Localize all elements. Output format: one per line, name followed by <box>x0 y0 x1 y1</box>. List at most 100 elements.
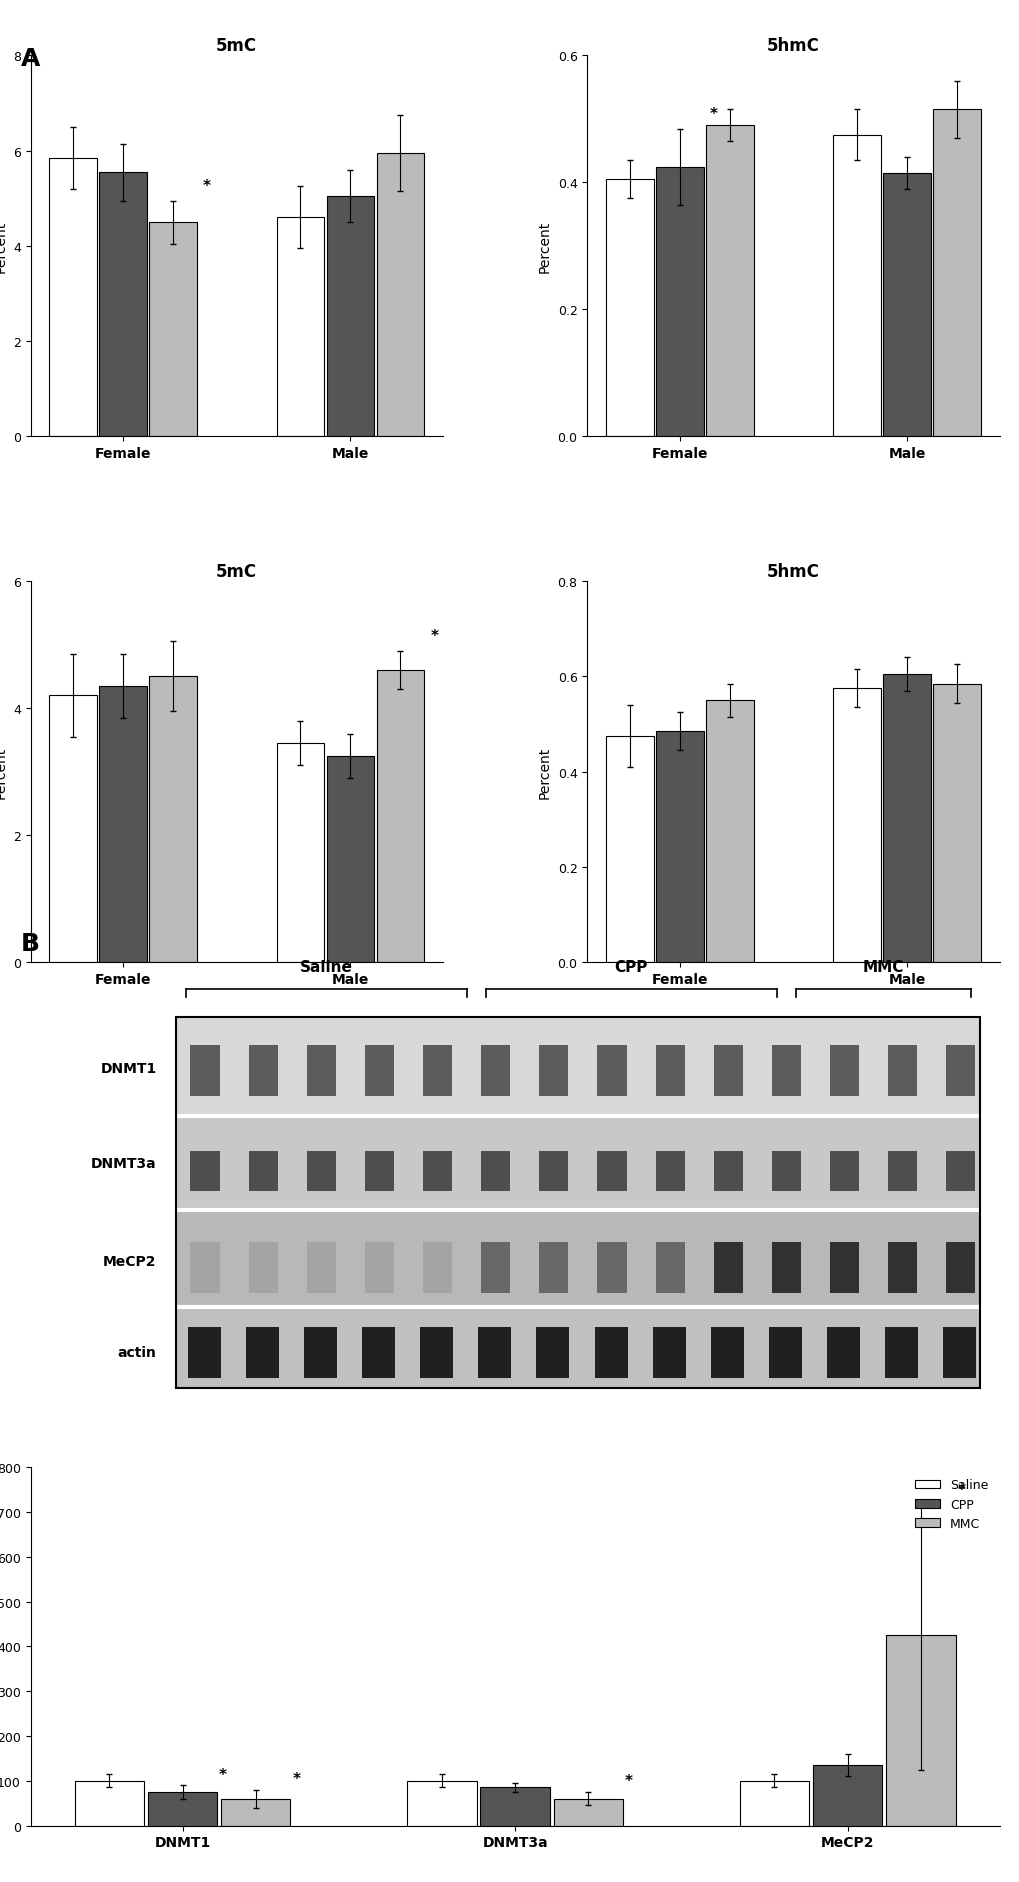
Bar <box>705 700 753 962</box>
Text: *: * <box>957 1483 964 1498</box>
Bar <box>597 1152 626 1191</box>
Bar <box>539 1045 568 1097</box>
Text: MeCP2: MeCP2 <box>103 1255 157 1268</box>
Bar <box>833 689 880 962</box>
Bar <box>605 736 653 962</box>
Bar <box>768 1327 801 1378</box>
Bar <box>249 1045 277 1097</box>
Bar <box>888 1242 916 1293</box>
Text: *: * <box>292 1771 300 1786</box>
Bar <box>536 1327 569 1378</box>
Bar <box>99 173 147 437</box>
Text: *: * <box>430 629 438 644</box>
Bar <box>710 1327 743 1378</box>
Bar <box>304 1327 336 1378</box>
Bar <box>249 1242 277 1293</box>
Bar <box>187 1327 220 1378</box>
Title: 5mC: 5mC <box>216 563 257 580</box>
Bar <box>539 1152 568 1191</box>
Y-axis label: Percent: Percent <box>0 220 7 273</box>
Bar <box>553 1799 623 1826</box>
Bar <box>833 136 880 437</box>
Text: Saline: Saline <box>300 960 353 975</box>
Bar <box>191 1242 219 1293</box>
Bar <box>713 1242 742 1293</box>
Bar <box>655 1242 684 1293</box>
Y-axis label: Percent: Percent <box>0 745 7 798</box>
Bar <box>276 218 324 437</box>
Bar <box>407 1780 476 1826</box>
Bar <box>175 1210 979 1308</box>
Title: Hippocampus: Hippocampus <box>440 565 589 583</box>
Bar <box>49 158 97 437</box>
Title: 5mC: 5mC <box>216 38 257 55</box>
Bar <box>74 1780 144 1826</box>
Bar <box>175 1116 979 1210</box>
Bar <box>481 1152 510 1191</box>
Bar <box>652 1327 685 1378</box>
Text: DNMT1: DNMT1 <box>100 1061 157 1077</box>
Bar <box>376 154 424 437</box>
Bar <box>655 732 703 962</box>
Bar <box>175 1018 979 1116</box>
Bar <box>191 1152 219 1191</box>
Bar <box>946 1045 974 1097</box>
Bar <box>307 1045 335 1097</box>
Bar <box>771 1242 800 1293</box>
Text: *: * <box>709 107 717 122</box>
Bar <box>307 1242 335 1293</box>
Bar <box>713 1045 742 1097</box>
Bar <box>481 1242 510 1293</box>
Bar <box>539 1242 568 1293</box>
Title: Prefrontal Cortex: Prefrontal Cortex <box>419 40 610 58</box>
Bar <box>246 1327 278 1378</box>
Bar <box>888 1045 916 1097</box>
Bar <box>829 1242 858 1293</box>
Bar <box>655 1152 684 1191</box>
Text: *: * <box>625 1773 632 1788</box>
Bar <box>326 757 374 962</box>
Text: MMC: MMC <box>862 960 903 975</box>
Bar <box>148 1792 217 1826</box>
Bar <box>705 126 753 437</box>
Text: A: A <box>20 47 40 72</box>
Bar <box>713 1152 742 1191</box>
Bar <box>175 1018 979 1387</box>
Bar <box>480 1788 549 1826</box>
Bar <box>423 1152 451 1191</box>
Bar <box>884 1327 917 1378</box>
Bar <box>307 1152 335 1191</box>
Bar <box>888 1152 916 1191</box>
Bar <box>594 1327 627 1378</box>
Title: 5hmC: 5hmC <box>766 563 819 580</box>
Bar <box>605 181 653 437</box>
Bar <box>739 1780 808 1826</box>
Bar <box>829 1045 858 1097</box>
Bar <box>597 1045 626 1097</box>
Text: B: B <box>20 932 40 956</box>
Bar <box>376 670 424 962</box>
Bar <box>655 167 703 437</box>
Bar <box>191 1045 219 1097</box>
Bar <box>771 1152 800 1191</box>
Y-axis label: Percent: Percent <box>537 745 551 798</box>
Bar <box>326 198 374 437</box>
Bar <box>423 1045 451 1097</box>
Bar <box>365 1242 393 1293</box>
Bar <box>826 1327 859 1378</box>
Text: *: * <box>203 179 211 194</box>
Bar <box>149 224 197 437</box>
Bar <box>362 1327 394 1378</box>
Bar <box>365 1152 393 1191</box>
Bar <box>99 687 147 962</box>
Bar <box>221 1799 290 1826</box>
Bar <box>249 1152 277 1191</box>
Bar <box>276 743 324 962</box>
Bar <box>423 1242 451 1293</box>
Text: actin: actin <box>117 1346 157 1359</box>
Bar <box>365 1045 393 1097</box>
Bar <box>932 111 980 437</box>
Bar <box>882 173 930 437</box>
Bar <box>946 1152 974 1191</box>
Bar <box>478 1327 511 1378</box>
